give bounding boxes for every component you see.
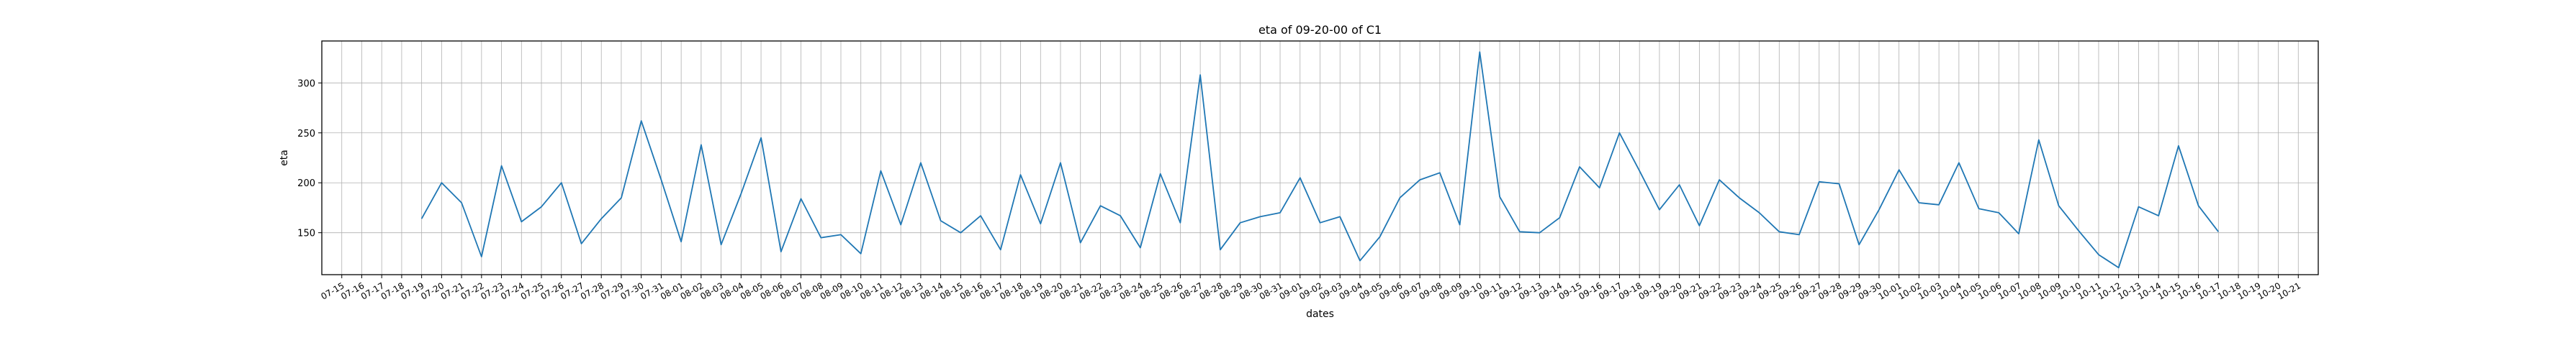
y-tick-label: 300 [297,78,315,89]
data-point [1699,225,1700,226]
data-point [1160,173,1161,174]
data-point [1180,222,1181,223]
data-point [1639,170,1640,171]
y-tick-label: 150 [297,229,315,239]
data-point [1799,234,1800,235]
data-point [1539,232,1540,233]
data-point [1958,162,1959,163]
data-point [1000,249,1001,250]
data-point [521,221,522,222]
data-point [1759,212,1760,213]
data-point [1359,260,1360,261]
data-point [840,234,841,235]
plot-area-frame [321,40,2319,275]
y-tick-label: 200 [297,178,315,189]
data-point [1859,244,1860,245]
x-tick-label: 10-21 [2276,280,2302,302]
series-layer [420,51,2220,269]
data-point [2118,267,2119,268]
chart-title: eta of 09-20-00 of C1 [1258,23,1382,37]
y-tick-label: 250 [297,129,315,139]
data-point [920,162,921,163]
data-point [1459,224,1460,225]
data-point [1080,242,1081,243]
y-axis-label: eta [279,150,290,166]
data-point [581,243,582,244]
data-point [2178,145,2179,146]
data-point [1060,162,1061,163]
data-point [1260,216,1261,217]
grid [322,41,2318,275]
data-point [1878,209,1879,210]
data-point [501,165,502,166]
data-point [761,137,762,138]
data-point [741,193,742,194]
data-point [1619,132,1620,133]
series-line-0 [420,51,2220,269]
data-point [1559,217,1560,218]
data-point [1280,212,1281,213]
data-point [1679,185,1680,186]
data-point [541,206,542,207]
x-axis-label: dates [1306,308,1334,320]
data-point [1939,204,1940,205]
data-point [2138,206,2139,207]
data-point [2038,139,2039,140]
data-point [1579,167,1580,168]
data-point [860,253,861,254]
data-point [1340,216,1341,217]
data-point [960,232,961,233]
